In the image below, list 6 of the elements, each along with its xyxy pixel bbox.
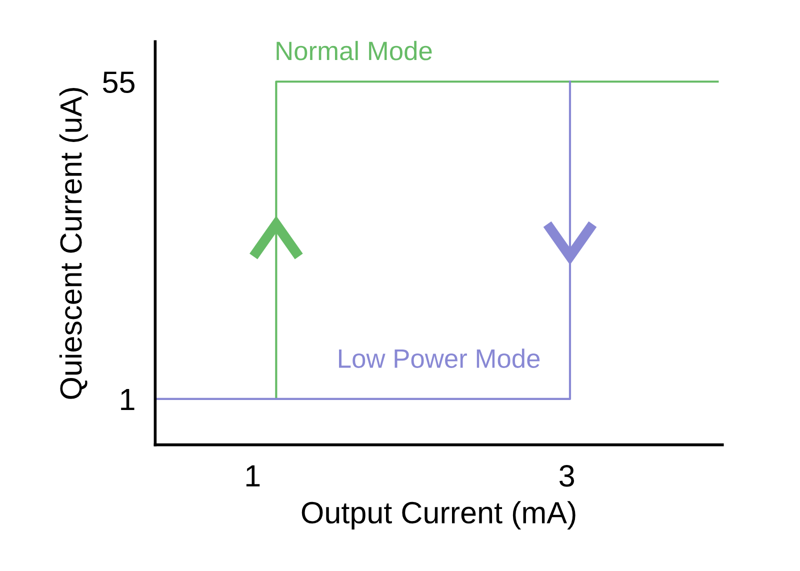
y-tick-label: 55 bbox=[102, 72, 134, 94]
x-axis-title: Output Current (mA) bbox=[302, 501, 576, 530]
series-label: Low Power Mode bbox=[339, 348, 540, 368]
y-axis-title: Quiescent Current (uA) bbox=[59, 88, 88, 399]
series-label: Normal Mode bbox=[276, 40, 432, 60]
x-tick-label: 3 bbox=[560, 465, 574, 487]
